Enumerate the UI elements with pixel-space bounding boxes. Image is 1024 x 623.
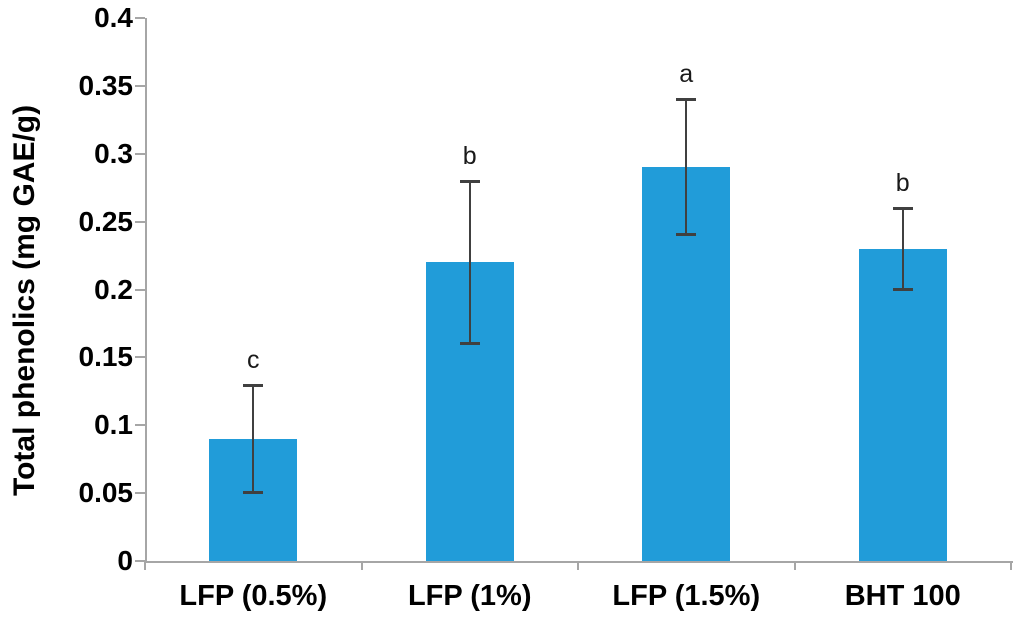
- y-tick-mark: [135, 492, 145, 495]
- plot-area: [145, 18, 1013, 563]
- y-tick-mark: [135, 17, 145, 19]
- x-tick-mark: [360, 561, 363, 570]
- y-tick-label: 0.05: [78, 477, 134, 509]
- x-tick-label: LFP (1.5%): [612, 580, 761, 612]
- error-bar: [685, 99, 688, 236]
- x-tick-label: LFP (1%): [407, 580, 532, 612]
- error-bar: [468, 180, 471, 344]
- x-tick-label: BHT 100: [844, 580, 961, 612]
- error-bar-cap-top: [459, 179, 480, 183]
- y-tick-mark: [135, 152, 145, 155]
- x-tick-mark: [144, 561, 146, 570]
- bar: [858, 248, 947, 561]
- y-tick-mark: [135, 220, 145, 223]
- error-bar-cap-bottom: [459, 341, 480, 345]
- y-tick-label: 0.15: [78, 341, 134, 373]
- y-tick-label: 0.25: [78, 205, 134, 237]
- error-bar: [901, 208, 904, 290]
- y-tick-label: 0.1: [94, 409, 133, 441]
- y-tick-mark: [135, 288, 145, 291]
- x-tick-mark: [793, 561, 796, 570]
- y-tick-label: 0: [117, 545, 133, 576]
- y-tick-mark: [135, 84, 145, 87]
- y-tick-label: 0.4: [94, 2, 133, 33]
- y-axis-title: Total phenolics (mg GAE/g): [8, 104, 41, 496]
- error-bar-cap-top: [892, 207, 913, 211]
- error-bar-cap-bottom: [676, 233, 697, 237]
- x-tick-mark: [577, 561, 579, 570]
- significance-letter: b: [462, 141, 477, 170]
- y-tick-mark: [135, 424, 145, 427]
- error-bar-cap-top: [243, 383, 264, 387]
- y-tick-label: 0.35: [78, 69, 134, 101]
- x-tick-label: LFP (0.5%): [179, 580, 328, 612]
- x-tick-mark: [1010, 561, 1012, 570]
- error-bar: [252, 384, 255, 494]
- y-tick-mark: [135, 356, 145, 359]
- y-tick-label: 0.2: [94, 273, 133, 305]
- error-bar-cap-bottom: [243, 491, 264, 495]
- y-tick-mark: [135, 560, 145, 562]
- significance-letter: a: [679, 60, 694, 89]
- error-bar-cap-top: [676, 98, 697, 102]
- y-tick-label: 0.3: [94, 137, 133, 169]
- significance-letter: b: [895, 169, 910, 198]
- error-bar-cap-bottom: [892, 287, 913, 291]
- significance-letter: c: [247, 345, 260, 374]
